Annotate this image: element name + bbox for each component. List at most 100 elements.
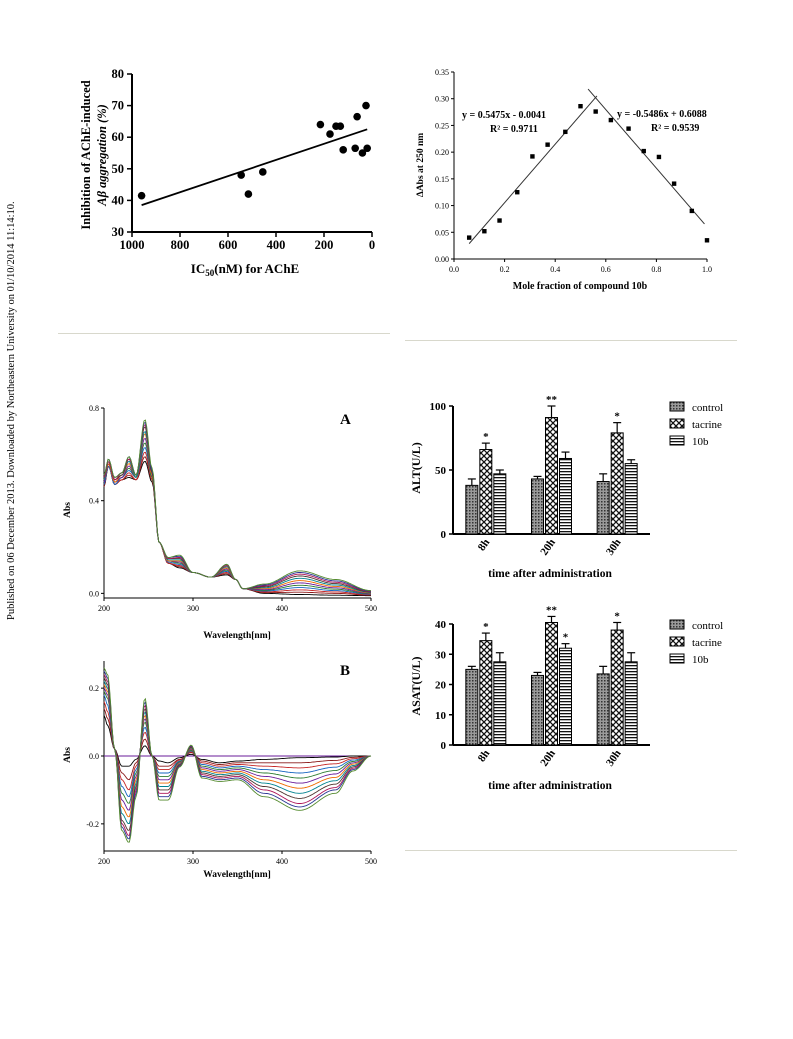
job-eq-right: y = -0.5486x + 0.6088 (617, 109, 707, 120)
alt-legend-swatch (669, 435, 685, 446)
asat-chart-svg: ASAT(U/L) time after administration 0 10 2… (409, 604, 723, 792)
uvB-y-tick-label: -0.2 (86, 820, 99, 829)
asat-bar (493, 661, 507, 746)
uvB-y-tick-label: 0.0 (89, 752, 99, 761)
uvA-spectrum-line (103, 419, 372, 592)
alt-bar (624, 463, 638, 535)
job-data-point (466, 235, 472, 240)
alt-legend-swatch (669, 418, 685, 429)
job-y-tick-label: 0.05 (435, 228, 449, 237)
alt-y-tick-label: 100 (430, 401, 447, 413)
uvB-chart-svg: Abs Wavelength[nm] B 200 300 400 500 0.2 0.0 -… (63, 661, 377, 880)
ic50-data-point (351, 144, 360, 153)
alt-category-label: 30h (604, 537, 624, 558)
alt-category-label: 8h (476, 537, 492, 553)
uvB-spectrum-line (103, 667, 372, 843)
ic50-data-point (237, 171, 245, 179)
uvA-y-axis-label: Abs (63, 502, 73, 518)
uvA-spectrum-line (103, 424, 371, 592)
uvA-x-tick-label: 300 (187, 604, 199, 613)
asat-significance-mark: ** (546, 604, 558, 616)
asat-y-tick-label: 0 (441, 740, 447, 752)
uvA-y-tick-label: 0.4 (89, 497, 99, 506)
ic50-data-point (336, 122, 345, 130)
alt-significance-mark: ** (546, 394, 558, 406)
asat-significance-mark: * (483, 621, 489, 633)
job-data-point (704, 238, 710, 243)
ic50-ylabel-line1: Inhibition of AChE-induced (79, 80, 93, 229)
alt-bar (596, 481, 610, 535)
ic50-x-tick-label: 0 (369, 238, 375, 252)
uvA-spectrum-line (103, 430, 371, 593)
ic50-y-tick-label: 30 (112, 225, 125, 239)
asat-category-label: 8h (476, 748, 492, 764)
job-x-tick-label: 0.8 (651, 265, 661, 274)
asat-y-tick-label: 10 (435, 710, 447, 722)
alt-y-axis-label: ALT(U/L) (409, 442, 423, 494)
alt-bar (559, 457, 572, 535)
job-x-tick-label: 0.6 (601, 265, 611, 274)
chart-job-plot: ΔAbs at 250 nm Mole fraction of compound… (405, 60, 735, 300)
ic50-data-point (358, 149, 367, 157)
asat-bar (610, 629, 624, 746)
job-data-point (641, 148, 646, 154)
uvA-spectrum-line (103, 451, 372, 596)
job-data-point (656, 154, 662, 160)
job-data-point (530, 154, 535, 159)
asat-legend-swatch (669, 653, 685, 664)
job-data-point (482, 229, 487, 234)
job-y-tick-label: 0.30 (435, 95, 449, 104)
job-data-point (578, 103, 583, 109)
alt-legend-label: control (692, 402, 723, 414)
chart-asat: ASAT(U/L) time after administration 0 10 2… (400, 604, 735, 798)
download-notice-text: Published on 06 December 2013. Downloade… (6, 201, 17, 620)
ic50-data-point (362, 101, 370, 110)
asat-bar (479, 640, 493, 746)
ic50-x-axis-label: IC50(nM) for AChE (191, 261, 299, 278)
uvA-spectrum-line (103, 447, 371, 595)
uvA-panel-label: A (340, 412, 351, 428)
ic50-data-point (137, 191, 146, 200)
job-fit-right (587, 88, 705, 225)
alt-bar (465, 484, 479, 535)
asat-category-label: 20h (538, 748, 558, 769)
asat-y-tick-label: 40 (435, 619, 447, 631)
alt-legend-swatch (669, 401, 685, 412)
job-x-axis-label: Mole fraction of compound 10b (513, 281, 648, 292)
asat-legend-label: control (692, 620, 723, 632)
uvB-x-tick-label: 400 (276, 857, 288, 866)
chart-ic50-inhibition: Inhibition of AChE-induced Aβ aggregatio… (70, 60, 390, 285)
ic50-xlabel-sub: 50 (205, 268, 215, 278)
ic50-chart-svg: Inhibition of AChE-induced Aβ aggregatio… (79, 67, 375, 278)
ic50-xlabel-main: IC (191, 261, 205, 276)
alt-bar (493, 473, 507, 535)
ic50-y-tick-label: 80 (112, 67, 125, 81)
ic50-data-point (316, 120, 325, 129)
uvA-y-tick-label: 0.0 (89, 589, 99, 598)
ic50-data-point (363, 144, 372, 153)
job-y-tick-label: 0.10 (435, 202, 449, 211)
job-data-point (626, 126, 631, 131)
asat-significance-mark: * (563, 632, 569, 644)
job-data-point (671, 181, 677, 186)
asat-legend-swatch (669, 619, 685, 630)
alt-legend-label: tacrine (692, 419, 722, 431)
uvB-spectrum-line (103, 715, 371, 767)
job-y-tick-label: 0.35 (435, 68, 449, 77)
alt-bar (545, 417, 558, 535)
uvA-x-axis-label: Wavelength[nm] (203, 631, 271, 641)
asat-bar (465, 668, 479, 746)
asat-category-label: 30h (604, 748, 624, 769)
ic50-x-tick-label: 400 (267, 238, 286, 252)
job-x-tick-label: 0.2 (500, 265, 510, 274)
separator-right (405, 340, 737, 341)
job-chart-svg: ΔAbs at 250 nm Mole fraction of compound… (416, 68, 712, 292)
separator-bottom-right (405, 850, 737, 851)
asat-y-tick-label: 30 (435, 649, 447, 661)
uvA-x-tick-label: 200 (98, 604, 110, 613)
alt-chart-svg: ALT(U/L) time after administration 0 50 10… (409, 394, 723, 580)
uvA-x-tick-label: 400 (276, 604, 288, 613)
ic50-data-point (339, 146, 348, 154)
job-r2-left: R² = 0.9711 (490, 124, 538, 135)
uvA-spectrum-line (103, 426, 372, 593)
